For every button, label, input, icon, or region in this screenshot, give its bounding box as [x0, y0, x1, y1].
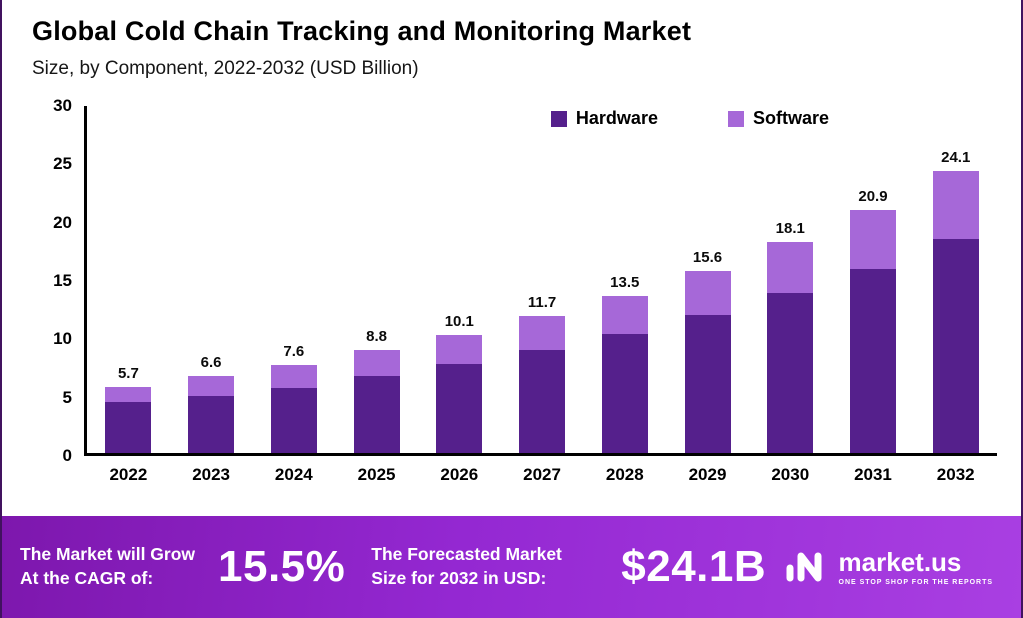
plot-area: 5.7 6.6 7.6 8.8 10.1 11.7 13.5 15.6 18.1 20.9 24.1 — [84, 106, 997, 456]
bar-total-label: 11.7 — [527, 294, 557, 311]
bar-segment-software — [519, 316, 566, 350]
brand-name: market.us — [838, 546, 962, 577]
brand-tagline: ONE STOP SHOP FOR THE REPORTS — [838, 578, 993, 586]
bar-total-label: 15.6 — [692, 249, 723, 266]
bar-segment-hardware — [105, 402, 152, 453]
cagr-label-line1: The Market will Grow — [20, 544, 196, 565]
bar-total-label: 18.1 — [775, 220, 805, 237]
y-tick-label: 30 — [53, 96, 72, 115]
bar-total-label: 13.5 — [610, 274, 640, 291]
x-tick-label: 2032 — [936, 465, 975, 484]
bar-segment-hardware — [932, 239, 979, 453]
bar-total-label: 7.6 — [283, 343, 305, 360]
bar-segment-software — [353, 350, 400, 376]
bar-column-2025: 8.8 — [335, 328, 418, 453]
x-tick-label: 2023 — [192, 465, 231, 484]
x-tick-label: 2029 — [688, 465, 727, 484]
bar-segment-hardware — [270, 388, 317, 453]
bar-total-label: 6.6 — [200, 354, 222, 371]
footer-banner: The Market will Grow At the CAGR of: 15.… — [2, 516, 1021, 618]
bar-column-2027: 11.7 — [501, 294, 584, 453]
bar-segment-hardware — [767, 293, 814, 453]
x-tick-label: 2026 — [440, 465, 479, 484]
bar-column-2032: 24.1 — [914, 149, 997, 453]
y-tick-label: 5 — [62, 387, 72, 407]
bar-segment-software — [849, 210, 896, 269]
hardware-swatch — [550, 110, 567, 127]
cagr-label-line2: At the CAGR of: — [20, 568, 154, 588]
bar-chart: Hardware Software 0 5 10 15 20 25 30 5.7 6.6 7.6… — [36, 96, 997, 485]
bar-total-label: 8.8 — [366, 328, 387, 345]
cagr-label: The Market will Grow At the CAGR of: — [20, 543, 218, 590]
x-tick-label: 2024 — [274, 465, 313, 484]
bar-segment-software — [684, 271, 731, 315]
bar-column-2028: 13.5 — [583, 274, 666, 453]
bar-column-2029: 15.6 — [666, 249, 749, 453]
brand-text: market.us ONE STOP SHOP FOR THE REPORTS — [839, 549, 993, 586]
x-tick-label: 2025 — [357, 465, 396, 484]
y-axis-labels: 0 5 10 15 20 25 30 — [36, 96, 80, 465]
bar-segment-software — [270, 365, 317, 388]
bar-total-label: 24.1 — [941, 149, 971, 166]
bar-segment-hardware — [519, 350, 566, 453]
bar-segment-software — [767, 242, 814, 293]
bar-segment-software — [932, 171, 979, 239]
bar-segment-software — [601, 296, 648, 334]
y-tick-label: 25 — [53, 154, 72, 174]
x-tick-label: 2028 — [605, 465, 644, 484]
bar-segment-hardware — [188, 396, 235, 453]
bar-segment-software — [188, 376, 235, 396]
bar-column-2026: 10.1 — [418, 313, 501, 453]
y-tick-label: 15 — [53, 271, 72, 290]
forecast-label: The Forecasted Market Size for 2032 in U… — [371, 543, 617, 590]
legend-label-software: Software — [752, 108, 829, 128]
bar-segment-hardware — [849, 269, 896, 453]
marketus-icon — [786, 552, 822, 582]
x-tick-label: 2027 — [523, 465, 561, 484]
bar-segment-hardware — [684, 315, 731, 453]
forecast-label-line2: Size for 2032 in USD: — [371, 568, 547, 588]
x-tick-label: 2022 — [109, 465, 148, 484]
forecast-value: $24.1B — [621, 542, 767, 591]
x-axis-labels: 2022 2023 2024 2025 2026 2027 2028 2029 2030 2031… — [87, 465, 997, 485]
bars-row: 5.7 6.6 7.6 8.8 10.1 11.7 13.5 15.6 18.1 20.9 24.1 — [87, 106, 997, 453]
brand-logo: market.us ONE STOP SHOP FOR THE REPORTS — [785, 549, 1001, 586]
bar-total-label: 5.7 — [117, 365, 139, 382]
bar-segment-software — [105, 387, 152, 402]
bar-segment-software — [436, 335, 483, 364]
x-tick-label: 2030 — [771, 465, 810, 484]
y-tick-label: 10 — [53, 329, 72, 349]
bar-column-2022: 5.7 — [87, 365, 170, 453]
bar-segment-hardware — [436, 364, 483, 453]
bar-segment-hardware — [353, 376, 400, 453]
y-tick-label: 20 — [53, 212, 72, 232]
bar-column-2031: 20.9 — [832, 188, 915, 453]
bar-column-2030: 18.1 — [749, 220, 832, 453]
x-tick-label: 2031 — [854, 465, 892, 484]
legend-item-software: Software — [727, 108, 829, 129]
bar-total-label: 20.9 — [858, 188, 888, 205]
forecast-label-line1: The Forecasted Market — [371, 544, 562, 565]
cagr-value: 15.5% — [218, 542, 346, 591]
chart-title: Global Cold Chain Tracking and Monitorin… — [32, 16, 692, 46]
chart-header: Global Cold Chain Tracking and Monitorin… — [2, 0, 1021, 80]
y-tick-label: 0 — [62, 446, 72, 465]
legend-item-hardware: Hardware — [550, 108, 658, 129]
chart-legend: Hardware Software — [550, 108, 829, 129]
software-swatch — [727, 110, 744, 127]
bar-total-label: 10.1 — [444, 313, 474, 330]
chart-subtitle: Size, by Component, 2022-2032 (USD Billi… — [32, 58, 419, 79]
bar-column-2023: 6.6 — [170, 354, 253, 453]
bar-column-2024: 7.6 — [252, 343, 335, 453]
bar-segment-hardware — [601, 334, 648, 453]
legend-label-hardware: Hardware — [575, 108, 658, 128]
